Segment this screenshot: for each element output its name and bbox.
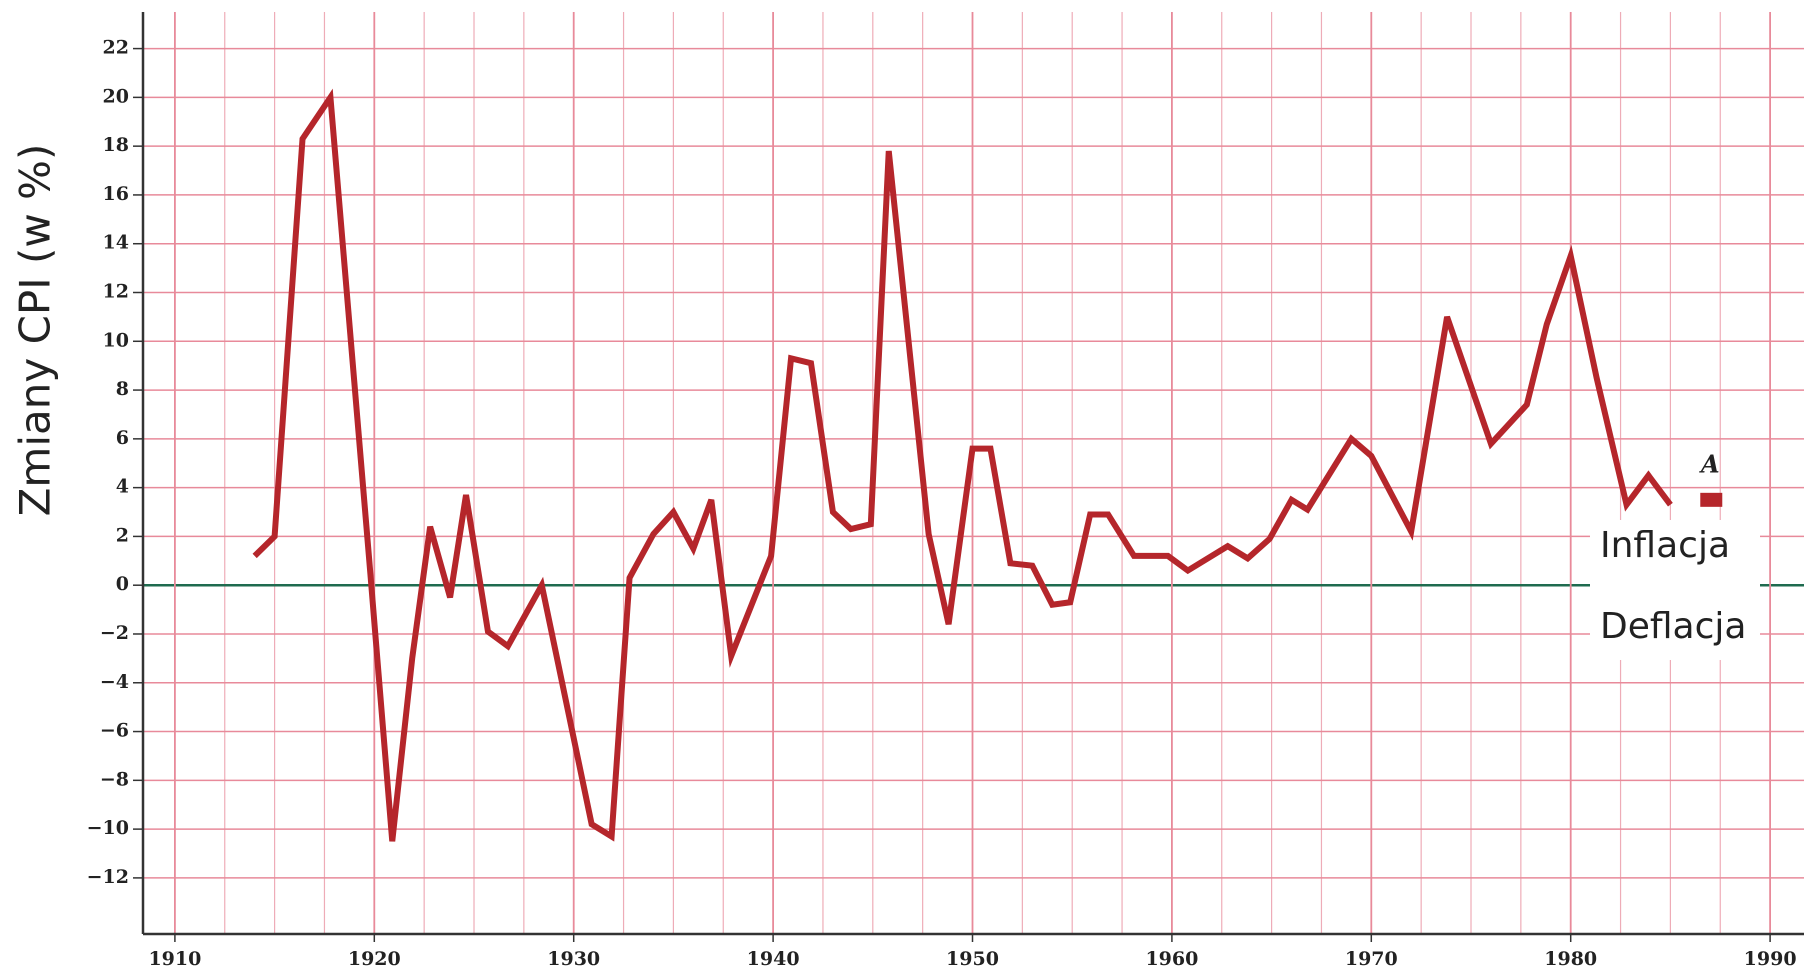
y-tick-label: 14 (103, 232, 129, 254)
y-tick-label: −8 (100, 768, 129, 790)
y-tick-label: −4 (100, 671, 129, 693)
annotation: Inflacja (1600, 525, 1730, 566)
y-tick-label: 12 (103, 281, 129, 303)
y-tick-label: −6 (100, 720, 129, 742)
cpi-line (252, 88, 1673, 842)
x-tick-label: 1930 (547, 948, 600, 970)
marker-label: A (1699, 449, 1720, 478)
marker (1700, 492, 1723, 507)
y-tick-label: 20 (103, 85, 129, 107)
x-tick-label: 1960 (1145, 948, 1198, 970)
y-tick-label: 6 (116, 427, 129, 449)
x-tick-label: 1980 (1544, 948, 1597, 970)
y-tick-label: −12 (87, 866, 129, 888)
y-tick-label: 0 (116, 573, 129, 595)
x-tick-label: 1970 (1345, 948, 1398, 970)
y-tick-label: 10 (103, 329, 129, 351)
y-tick-label: 4 (116, 476, 129, 498)
y-tick-label: −2 (100, 622, 129, 644)
x-tick-label: 1920 (348, 948, 401, 970)
x-tick-label: 1910 (148, 948, 201, 970)
x-tick-label: 1950 (946, 948, 999, 970)
y-axis-label: Zmiany CPI (w %) (11, 144, 60, 517)
x-tick-label: 1940 (747, 948, 800, 970)
annotation: Deflacja (1600, 606, 1746, 647)
y-tick-label: 2 (116, 524, 129, 546)
label-bg (1590, 520, 1760, 660)
x-tick-label: 1990 (1744, 948, 1797, 970)
y-tick-label: −10 (87, 817, 129, 839)
y-tick-label: 18 (103, 134, 129, 156)
y-tick-label: 16 (103, 183, 129, 205)
y-tick-label: 22 (103, 37, 129, 59)
y-tick-label: 8 (116, 378, 129, 400)
